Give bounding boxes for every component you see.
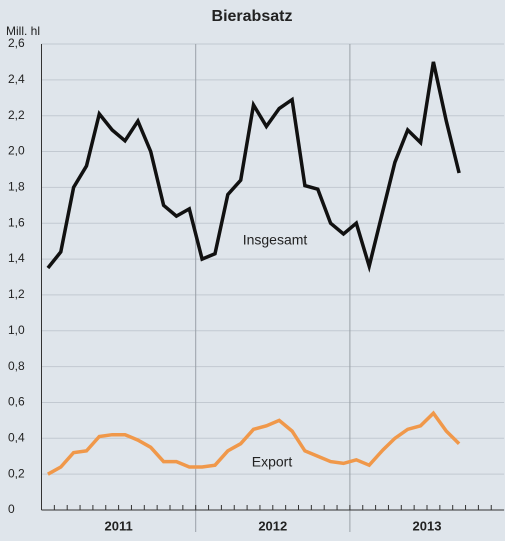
series-label: Export [252,454,293,470]
y-tick-label: 2,2 [8,108,25,122]
y-tick-label: 1,2 [8,287,25,301]
y-tick-label: 1,6 [8,215,25,229]
y-tick-label: 2,4 [8,72,25,86]
y-tick-label: 1,0 [8,323,25,337]
y-tick-label: 1,8 [8,180,25,194]
line-series [47,410,461,476]
y-axis-label: Mill. hl [6,24,40,38]
y-tick-label: 0 [8,502,15,516]
y-tick-label: 1,4 [8,251,25,265]
y-tick-label: 0,8 [8,359,25,373]
line-series [46,61,461,273]
x-group-label: 2011 [104,518,132,533]
y-tick-label: 0,2 [8,466,25,480]
y-tick-label: 2,6 [8,36,25,50]
x-group-label: 2013 [413,518,442,533]
series-label: Insgesamt [243,232,308,248]
x-group-label: 2012 [258,518,287,533]
chart-title: Bierabsatz [212,8,293,25]
y-tick-label: 0,6 [8,395,25,409]
y-tick-label: 2,0 [8,144,25,158]
y-tick-label: 0,4 [8,430,25,444]
